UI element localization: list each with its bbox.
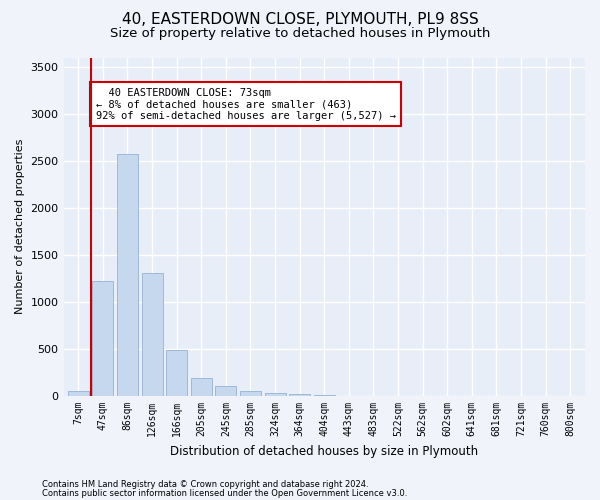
Bar xyxy=(265,393,286,396)
Bar xyxy=(117,154,138,396)
Bar xyxy=(92,282,113,396)
Bar xyxy=(314,395,335,396)
Bar xyxy=(68,392,89,396)
Text: Contains HM Land Registry data © Crown copyright and database right 2024.: Contains HM Land Registry data © Crown c… xyxy=(42,480,368,489)
Text: Contains public sector information licensed under the Open Government Licence v3: Contains public sector information licen… xyxy=(42,488,407,498)
Bar xyxy=(142,273,163,396)
Bar xyxy=(191,378,212,396)
Bar xyxy=(215,386,236,396)
Bar xyxy=(166,350,187,396)
Text: 40, EASTERDOWN CLOSE, PLYMOUTH, PL9 8SS: 40, EASTERDOWN CLOSE, PLYMOUTH, PL9 8SS xyxy=(122,12,478,28)
Bar xyxy=(240,391,261,396)
Bar xyxy=(289,394,310,396)
X-axis label: Distribution of detached houses by size in Plymouth: Distribution of detached houses by size … xyxy=(170,444,478,458)
Y-axis label: Number of detached properties: Number of detached properties xyxy=(15,139,25,314)
Text: Size of property relative to detached houses in Plymouth: Size of property relative to detached ho… xyxy=(110,28,490,40)
Text: 40 EASTERDOWN CLOSE: 73sqm
← 8% of detached houses are smaller (463)
92% of semi: 40 EASTERDOWN CLOSE: 73sqm ← 8% of detac… xyxy=(95,88,395,121)
